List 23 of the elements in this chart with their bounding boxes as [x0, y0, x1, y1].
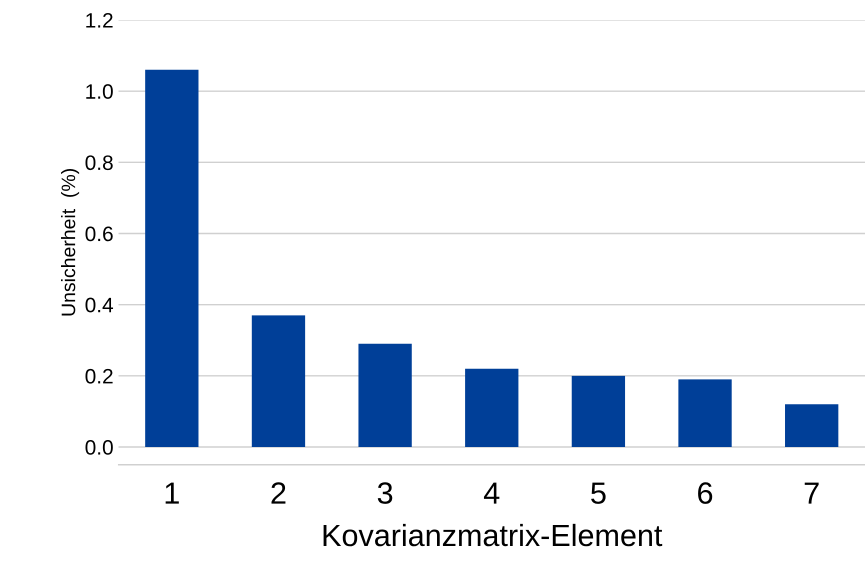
- x-tick-label: 7: [804, 482, 819, 504]
- y-tick-label: 0.2: [86, 368, 113, 384]
- bar: [145, 70, 198, 447]
- x-tick-label: 6: [698, 482, 712, 504]
- y-tick-label: 0.4: [86, 298, 114, 312]
- x-tick-label: 5: [591, 482, 606, 504]
- x-tick-label: 1: [166, 482, 179, 504]
- y-tick-label: 1.0: [86, 84, 113, 99]
- bar: [678, 379, 732, 447]
- bar: [252, 315, 306, 447]
- x-tick-label: 2: [272, 482, 286, 504]
- y-tick-label: 1.2: [86, 12, 113, 28]
- x-axis-title: Kovarianzmatrix-Element: [324, 524, 662, 546]
- bar: [465, 368, 518, 447]
- y-tick-label: 0.0: [86, 440, 113, 455]
- bar: [572, 376, 626, 447]
- y-tick-label: 0.6: [86, 226, 113, 242]
- y-axis-title: Unsicherheit (%): [61, 169, 80, 316]
- x-tick-label: 4: [484, 482, 500, 504]
- bar: [785, 404, 838, 447]
- x-tick-label: 3: [378, 482, 392, 504]
- bar: [358, 344, 412, 447]
- y-tick-label: 0.8: [86, 155, 113, 170]
